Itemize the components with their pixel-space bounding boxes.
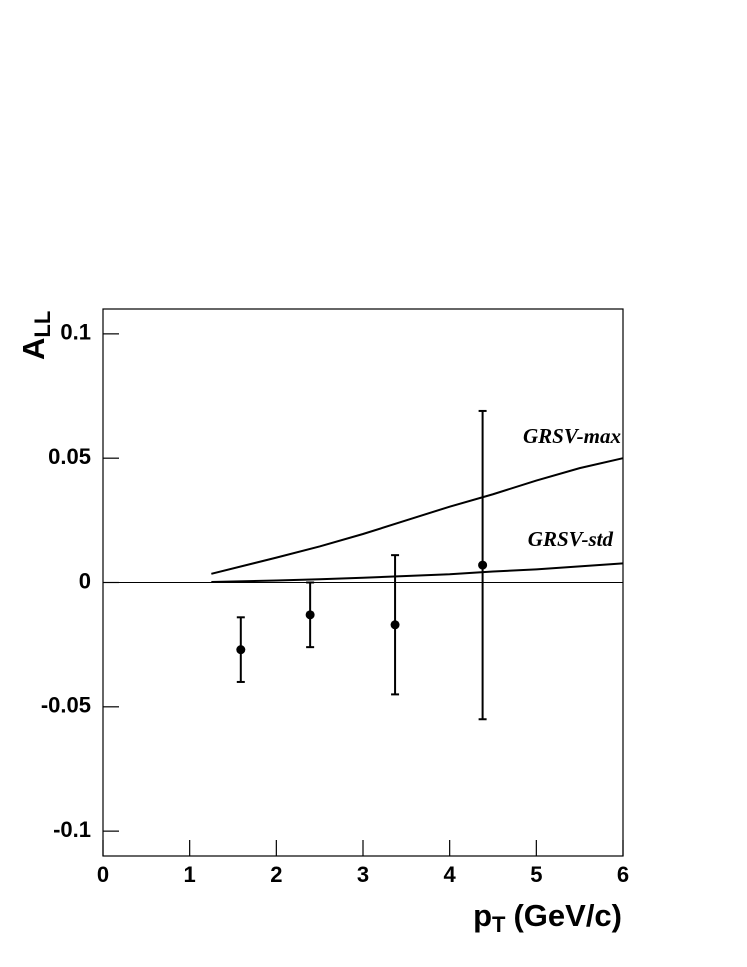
x-title-main: p [473, 898, 492, 933]
data-point [390, 620, 400, 630]
y-tick-label: 0 [79, 568, 91, 593]
curve-label: GRSV-std [528, 527, 614, 551]
curve-label: GRSV-max [523, 424, 621, 448]
x-tick-label: 3 [357, 862, 369, 887]
x-title-sub: T [492, 912, 506, 937]
y-title-main: A [16, 338, 51, 360]
theory-curve [211, 562, 624, 584]
x-tick-label: 2 [270, 862, 282, 887]
y-tick-label: 0.05 [48, 444, 91, 469]
x-tick-label: 5 [530, 862, 542, 887]
x-tick-label: 6 [617, 862, 629, 887]
x-tick-label: 1 [184, 862, 196, 887]
x-title-rest: (GeV/c) [513, 898, 622, 933]
y-axis-title: ALL [16, 311, 55, 360]
data-point [478, 560, 488, 570]
x-tick-label: 4 [444, 862, 457, 887]
x-tick-label: 0 [97, 862, 109, 887]
y-tick-label: -0.05 [41, 693, 91, 718]
theory-curve [211, 457, 624, 575]
data-point [305, 610, 315, 620]
data-point [236, 645, 246, 655]
x-axis-title: pT (GeV/c) [473, 898, 622, 937]
y-tick-label: -0.1 [53, 817, 91, 842]
y-tick-label: 0.1 [60, 320, 91, 345]
y-title-sub: LL [30, 311, 55, 338]
